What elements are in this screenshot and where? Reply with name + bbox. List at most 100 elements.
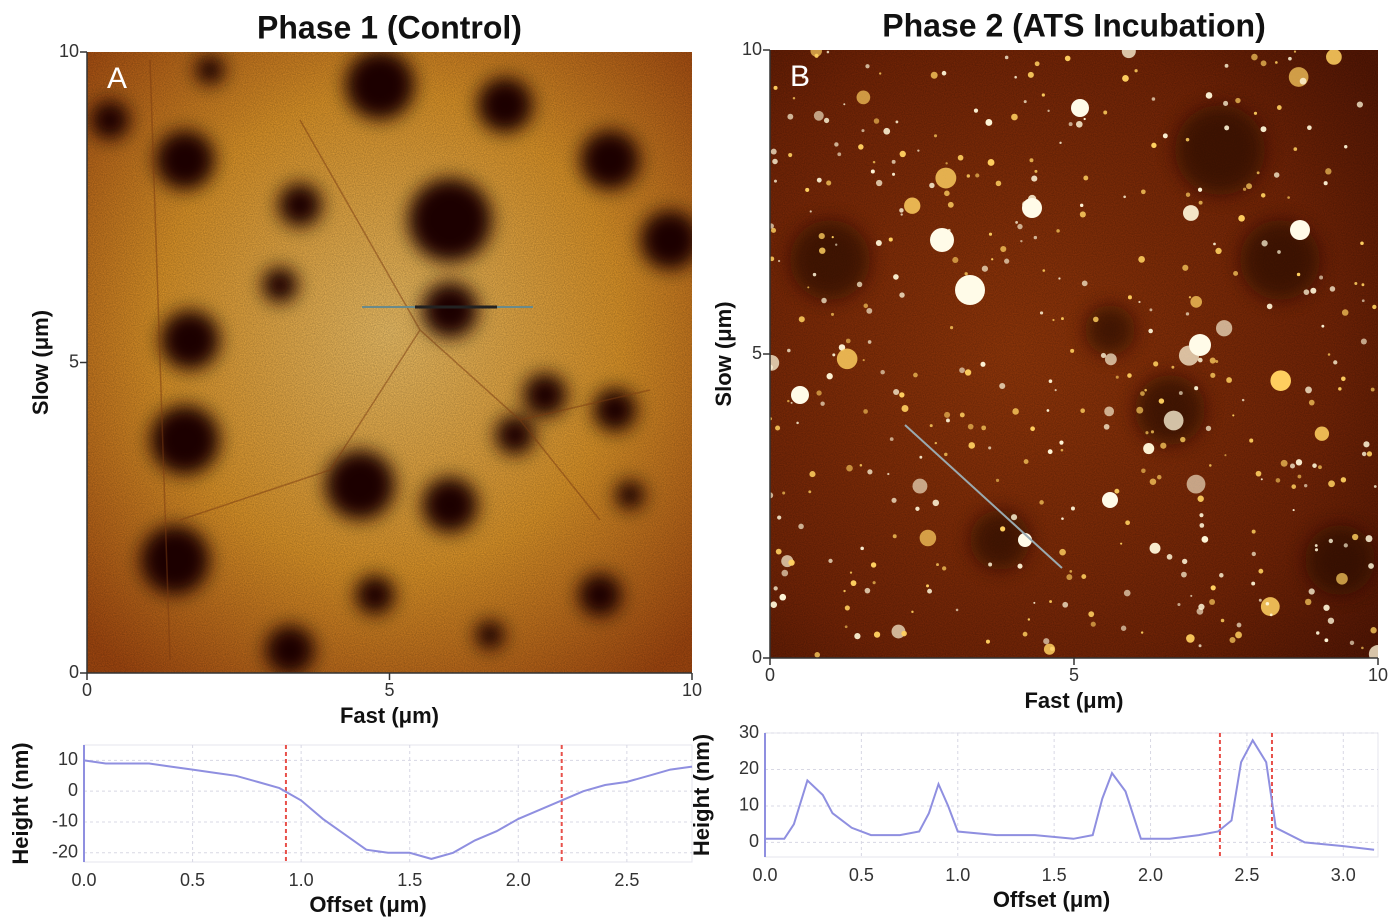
texture: [889, 237, 893, 241]
texture: [1341, 377, 1346, 382]
texture: [1040, 311, 1043, 314]
texture: [1127, 373, 1132, 378]
texture: [1186, 193, 1190, 197]
texture: [1267, 304, 1273, 310]
texture: [1055, 389, 1057, 391]
y-tick-label: 5: [752, 343, 762, 363]
texture: [1274, 172, 1279, 177]
texture: [1237, 623, 1242, 628]
texture: [866, 308, 872, 314]
x-tick-label: 2.0: [506, 870, 531, 890]
texture: [913, 373, 918, 378]
texture: [1105, 353, 1117, 365]
texture: [1186, 312, 1189, 315]
texture: [1238, 215, 1245, 222]
texture: [1296, 459, 1302, 465]
texture: [1091, 622, 1096, 627]
texture: [1024, 100, 1027, 103]
texture: [1123, 195, 1126, 198]
y-tick-label: 10: [739, 795, 759, 815]
texture: [1362, 283, 1365, 286]
texture: [1151, 143, 1156, 148]
texture: [1022, 198, 1042, 218]
texture: [778, 260, 780, 262]
texture: [1150, 543, 1161, 554]
texture: [824, 118, 829, 123]
texture: [1321, 325, 1324, 328]
texture: [1177, 603, 1180, 606]
texture: [1261, 597, 1280, 616]
texture: [1291, 484, 1296, 489]
texture: [1143, 443, 1154, 454]
texture: [1116, 376, 1119, 379]
texture: [1070, 349, 1074, 353]
texture: [942, 566, 946, 570]
texture: [1344, 543, 1348, 547]
texture: [1309, 588, 1315, 594]
texture: [1023, 632, 1028, 637]
y-tick-label: 0: [68, 780, 78, 800]
texture: [1372, 305, 1376, 309]
chart-title: Phase 1 (Control): [257, 9, 522, 45]
texture: [846, 465, 853, 472]
texture: [945, 162, 947, 164]
texture: [787, 114, 793, 120]
texture: [1256, 471, 1262, 477]
texture: [817, 178, 822, 183]
texture: [955, 275, 985, 305]
texture: [968, 424, 974, 430]
texture: [1159, 398, 1164, 403]
texture: [1034, 170, 1037, 173]
texture: [1325, 168, 1331, 174]
texture: [1076, 121, 1083, 128]
texture: [796, 422, 799, 425]
x-tick-label: 2.0: [1138, 865, 1163, 885]
texture: [1270, 370, 1291, 391]
texture: [1293, 509, 1295, 511]
y-tick-label: 5: [69, 351, 79, 371]
texture: [845, 605, 850, 610]
texture: [926, 584, 929, 587]
texture: [770, 601, 777, 608]
plot-area: [84, 745, 692, 862]
texture: [791, 402, 793, 404]
texture: [1261, 126, 1267, 132]
texture: [1141, 468, 1146, 473]
texture: [991, 258, 993, 260]
x-tick-label: 0: [82, 680, 92, 700]
texture: [1044, 644, 1055, 655]
texture: [1316, 631, 1319, 634]
texture: [967, 174, 970, 177]
texture: [890, 437, 894, 441]
texture: [774, 180, 777, 183]
x-tick-label: 10: [1368, 665, 1388, 685]
texture: [1290, 220, 1310, 240]
texture: [857, 282, 862, 287]
texture: [1233, 271, 1238, 276]
texture: [865, 64, 869, 68]
texture: [1084, 118, 1086, 120]
texture: [1259, 599, 1262, 602]
texture: [1033, 602, 1035, 604]
texture: [1199, 513, 1203, 517]
texture: [968, 442, 975, 449]
texture: [851, 580, 857, 586]
texture: [1014, 76, 1017, 79]
texture: [974, 109, 978, 113]
texture: [1251, 582, 1255, 586]
texture: [1362, 452, 1366, 456]
texture: [919, 456, 922, 459]
texture: [1149, 308, 1152, 311]
texture: [781, 570, 788, 577]
texture: [1058, 277, 1060, 279]
y-axis-label: Height (nm): [8, 742, 33, 864]
texture: [1210, 358, 1216, 364]
afm-image: [87, 50, 700, 675]
texture: [1362, 299, 1365, 302]
texture: [1315, 427, 1329, 441]
texture: [775, 425, 780, 430]
texture: [1085, 305, 1135, 355]
texture: [1266, 602, 1270, 606]
texture: [1298, 475, 1302, 479]
texture: [1221, 619, 1225, 623]
